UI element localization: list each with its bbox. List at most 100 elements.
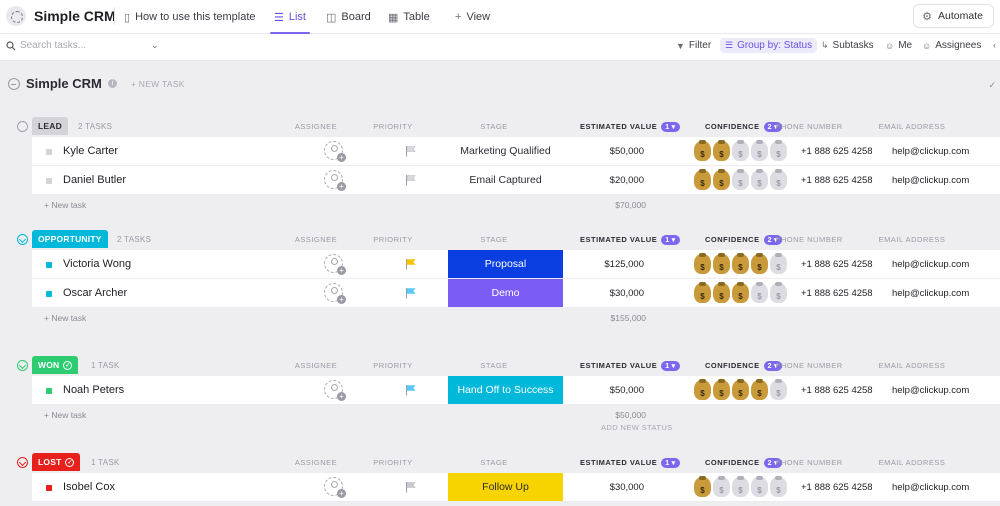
money-bag-icon[interactable]: $	[751, 282, 768, 303]
money-bag-icon[interactable]: $	[751, 169, 768, 190]
stage-cell[interactable]: Proposal	[448, 250, 563, 278]
sort-badge[interactable]: 1 ▾	[661, 361, 680, 372]
column-header-email[interactable]: EMAIL ADDRESS	[878, 235, 946, 244]
money-bag-icon[interactable]: $	[732, 140, 749, 161]
column-header-priority[interactable]: PRIORITY	[373, 122, 413, 131]
column-header-assignee[interactable]: ASSIGNEE	[294, 361, 338, 370]
collapse-icon[interactable]	[8, 77, 20, 90]
stage-cell[interactable]: Follow Up	[448, 473, 563, 501]
money-bag-icon[interactable]: $	[770, 169, 787, 190]
priority-flag-icon[interactable]	[405, 174, 416, 186]
confidence-rating[interactable]: $ $ $ $ $	[694, 169, 787, 190]
confidence-rating[interactable]: $ $ $ $ $	[694, 253, 787, 274]
column-header-stage[interactable]: STAGE	[480, 235, 508, 244]
confidence-rating[interactable]: $ $ $ $ $	[694, 282, 787, 303]
column-header-stage[interactable]: STAGE	[480, 122, 508, 131]
collapse-group-icon[interactable]	[17, 234, 28, 245]
task-row[interactable]: Victoria WongProposal$125,000$$$$$+1 888…	[32, 250, 1000, 279]
estimated-value[interactable]: $30,000	[609, 288, 644, 299]
confidence-rating[interactable]: $ $ $ $ $	[694, 140, 787, 161]
stage-cell[interactable]: Email Captured	[469, 174, 542, 186]
status-dot[interactable]	[46, 388, 52, 394]
status-dot[interactable]	[46, 485, 52, 491]
priority-flag-icon[interactable]	[405, 287, 416, 299]
status-badge[interactable]: LEAD	[32, 117, 68, 135]
money-bag-icon[interactable]: $	[694, 379, 711, 400]
confidence-rating[interactable]: $ $ $ $ $	[694, 476, 787, 497]
sort-badge[interactable]: 2 ▾	[763, 122, 783, 133]
column-header-confidence[interactable]: CONFIDENCE 2 ▾	[705, 458, 783, 469]
add-assignee-icon[interactable]	[324, 283, 346, 304]
priority-flag-icon[interactable]	[405, 145, 416, 157]
priority-flag-icon[interactable]	[405, 258, 416, 270]
task-name[interactable]: Daniel Butler	[63, 174, 126, 186]
estimated-value[interactable]: $20,000	[609, 175, 644, 186]
task-name[interactable]: Kyle Carter	[63, 145, 119, 157]
phone-number[interactable]: +1 888 625 4258	[801, 175, 873, 186]
new-task-button[interactable]: + NEW TASK	[130, 78, 185, 89]
phone-number[interactable]: +1 888 625 4258	[801, 259, 873, 270]
column-header-assignee[interactable]: ASSIGNEE	[294, 458, 338, 467]
money-bag-icon[interactable]: $	[732, 169, 749, 190]
money-bag-icon[interactable]: $	[713, 169, 730, 190]
new-task-button[interactable]: + New task	[44, 313, 87, 323]
more-icon[interactable]: ‹	[993, 40, 996, 50]
sort-badge[interactable]: 2 ▾	[763, 235, 783, 246]
confidence-rating[interactable]: $ $ $ $ $	[694, 379, 787, 400]
task-row[interactable]: Oscar Archer Demo $30,000 $$$$$ +1 888 625 4…	[32, 279, 1000, 308]
sort-badge[interactable]: 2 ▾	[763, 458, 783, 469]
money-bag-icon[interactable]: $	[713, 476, 730, 497]
money-bag-icon[interactable]: $	[751, 253, 768, 274]
money-bag-icon[interactable]: $	[770, 140, 787, 161]
column-header-priority[interactable]: PRIORITY	[373, 361, 413, 370]
phone-number[interactable]: +1 888 625 4258	[801, 146, 873, 157]
phone-number[interactable]: +1 888 625 4258	[801, 288, 873, 299]
assignees-button[interactable]: ☺ Assignees	[922, 40, 982, 51]
task-row[interactable]: Isobel CoxFollow Up$30,000$$$$$+1 888 62…	[32, 473, 1000, 502]
email-address[interactable]: help@clickup.com	[892, 259, 970, 270]
money-bag-icon[interactable]: $	[751, 379, 768, 400]
sort-badge[interactable]: 1 ▾	[661, 122, 680, 133]
email-address[interactable]: help@clickup.com	[892, 175, 970, 186]
phone-number[interactable]: +1 888 625 4258	[801, 385, 873, 396]
column-header-estimated-value[interactable]: ESTIMATED VALUE 1 ▾	[580, 235, 680, 246]
sort-badge[interactable]: 2 ▾	[763, 361, 783, 372]
collapse-group-icon[interactable]	[17, 457, 28, 468]
money-bag-icon[interactable]: $	[713, 253, 730, 274]
column-header-estimated-value[interactable]: ESTIMATED VALUE 1 ▾	[580, 361, 680, 372]
column-header-estimated-value[interactable]: ESTIMATED VALUE 1 ▾	[580, 122, 680, 133]
add-assignee-icon[interactable]	[324, 170, 346, 191]
estimated-value[interactable]: $125,000	[604, 259, 644, 270]
sort-badge[interactable]: 1 ▾	[661, 458, 680, 469]
money-bag-icon[interactable]: $	[732, 379, 749, 400]
stage-cell[interactable]: Hand Off to Success	[448, 376, 563, 404]
space-icon[interactable]	[6, 6, 26, 26]
money-bag-icon[interactable]: $	[770, 282, 787, 303]
status-dot[interactable]	[46, 149, 52, 155]
task-name[interactable]: Oscar Archer	[63, 287, 128, 299]
money-bag-icon[interactable]: $	[694, 169, 711, 190]
collapse-right-icon[interactable]: ✓	[988, 80, 996, 90]
status-badge[interactable]: WON ✓	[32, 356, 79, 374]
money-bag-icon[interactable]: $	[770, 379, 787, 400]
column-header-confidence[interactable]: CONFIDENCE 2 ▾	[705, 122, 783, 133]
filter-button[interactable]: ▼ Filter	[676, 40, 712, 51]
status-badge[interactable]: LOST ✓	[32, 453, 81, 471]
estimated-value[interactable]: $50,000	[609, 385, 644, 396]
stage-cell[interactable]: Marketing Qualified	[460, 145, 551, 157]
column-header-email[interactable]: EMAIL ADDRESS	[878, 458, 946, 467]
money-bag-icon[interactable]: $	[713, 140, 730, 161]
status-dot[interactable]	[46, 178, 52, 184]
column-header-stage[interactable]: STAGE	[480, 458, 508, 467]
add-assignee-icon[interactable]	[324, 380, 346, 401]
me-button[interactable]: ☺ Me	[885, 40, 913, 51]
money-bag-icon[interactable]: $	[770, 253, 787, 274]
column-header-phone[interactable]: PHONE NUMBER	[775, 361, 843, 370]
stage-cell[interactable]: Demo	[448, 279, 563, 307]
task-row[interactable]: Kyle CarterMarketing Qualified$50,000$$$…	[32, 137, 1000, 166]
subtasks-button[interactable]: ↳ Subtasks	[821, 40, 874, 51]
column-header-phone[interactable]: PHONE NUMBER	[775, 122, 843, 131]
money-bag-icon[interactable]: $	[713, 282, 730, 303]
add-assignee-icon[interactable]	[324, 254, 346, 275]
column-header-assignee[interactable]: ASSIGNEE	[294, 235, 338, 244]
